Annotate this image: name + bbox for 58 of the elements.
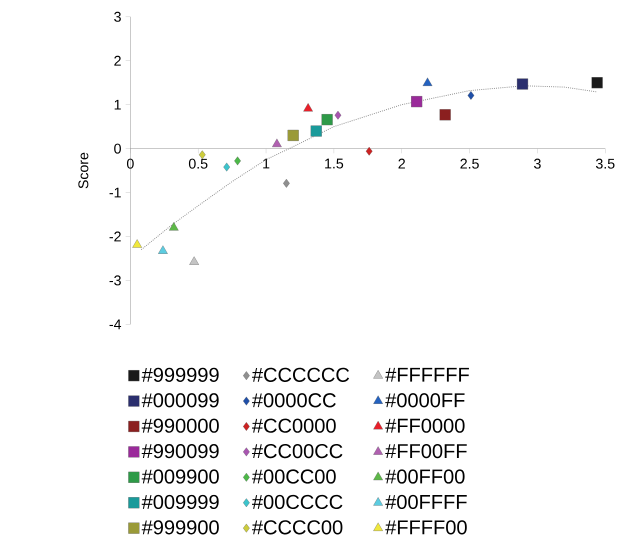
x-tick-label: 0.5	[188, 158, 208, 169]
legend-label: #00FFFF	[385, 495, 467, 510]
legend-label: #00CC00	[252, 470, 336, 484]
legend-label: #999999	[142, 368, 219, 382]
y-tick-label: 2	[114, 56, 121, 66]
y-tick-label: -4	[110, 320, 122, 330]
legend-label: #FF00FF	[385, 444, 467, 458]
legend-label: #990000	[142, 418, 219, 434]
point	[234, 156, 241, 166]
point	[334, 111, 342, 120]
point	[158, 246, 168, 254]
point	[189, 256, 200, 266]
point	[310, 126, 322, 137]
point	[366, 147, 373, 156]
legend-label: #999900	[142, 520, 219, 535]
point	[516, 78, 528, 90]
y-tick-label: 1	[114, 100, 121, 110]
x-tick-label: 2	[398, 158, 405, 169]
y-axis-title: Score	[78, 152, 88, 189]
legend-label: #CC0000	[252, 418, 336, 434]
y-tick-label: 0	[114, 144, 121, 154]
x-tick-label: 3	[534, 158, 541, 169]
y-tick-label: 3	[114, 12, 121, 22]
y-tick-label: -3	[110, 276, 121, 286]
x-tick-label: 0	[126, 158, 134, 169]
point	[440, 109, 451, 121]
legend-label: #009999	[142, 495, 219, 510]
x-tick-label: 2.5	[460, 158, 479, 169]
y-tick-label: -1	[110, 188, 121, 198]
point	[283, 179, 290, 188]
legend-label: #0000CC	[252, 393, 336, 408]
legend-label: #009900	[142, 470, 219, 484]
legend-label: #CC00CC	[252, 444, 342, 458]
point	[132, 239, 142, 248]
point	[411, 96, 422, 108]
point	[592, 77, 603, 89]
point	[422, 78, 432, 86]
legend-label: #00CCCC	[252, 495, 342, 510]
x-tick-label: 1.5	[325, 158, 344, 169]
point	[303, 103, 313, 112]
legend-label: #00FF00	[385, 470, 465, 484]
x-tick-label: 1	[263, 158, 270, 169]
point	[272, 138, 282, 148]
point	[168, 222, 179, 231]
legend-label: #990099	[142, 444, 219, 458]
legend-label: #FFFF00	[385, 520, 467, 535]
point	[223, 162, 230, 172]
legend-label: #000099	[142, 393, 219, 408]
legend-label: #0000FF	[385, 393, 465, 408]
x-tick-label: 3.5	[596, 158, 614, 169]
point	[288, 130, 299, 142]
point	[322, 114, 333, 126]
point	[468, 91, 474, 100]
legend-label: #CCCCCC	[252, 368, 350, 382]
legend-label: #FFFFFF	[385, 368, 469, 382]
legend-label: #FF0000	[385, 418, 465, 434]
legend-label: #CCCC00	[252, 520, 342, 535]
y-tick-label: -2	[110, 232, 121, 242]
